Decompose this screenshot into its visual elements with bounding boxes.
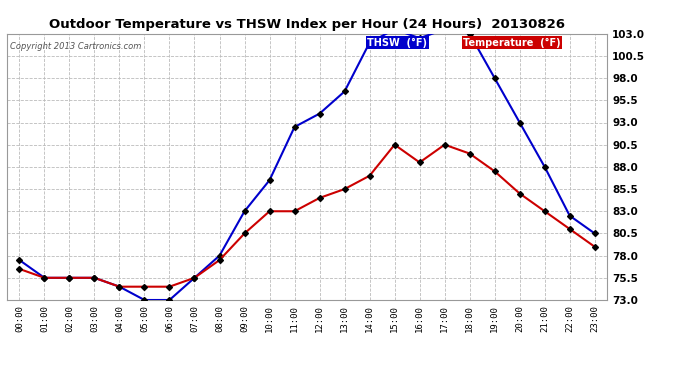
Text: Copyright 2013 Cartronics.com: Copyright 2013 Cartronics.com (10, 42, 141, 51)
Text: THSW  (°F): THSW (°F) (367, 38, 427, 48)
Title: Outdoor Temperature vs THSW Index per Hour (24 Hours)  20130826: Outdoor Temperature vs THSW Index per Ho… (49, 18, 565, 31)
Text: Temperature  (°F): Temperature (°F) (463, 38, 561, 48)
